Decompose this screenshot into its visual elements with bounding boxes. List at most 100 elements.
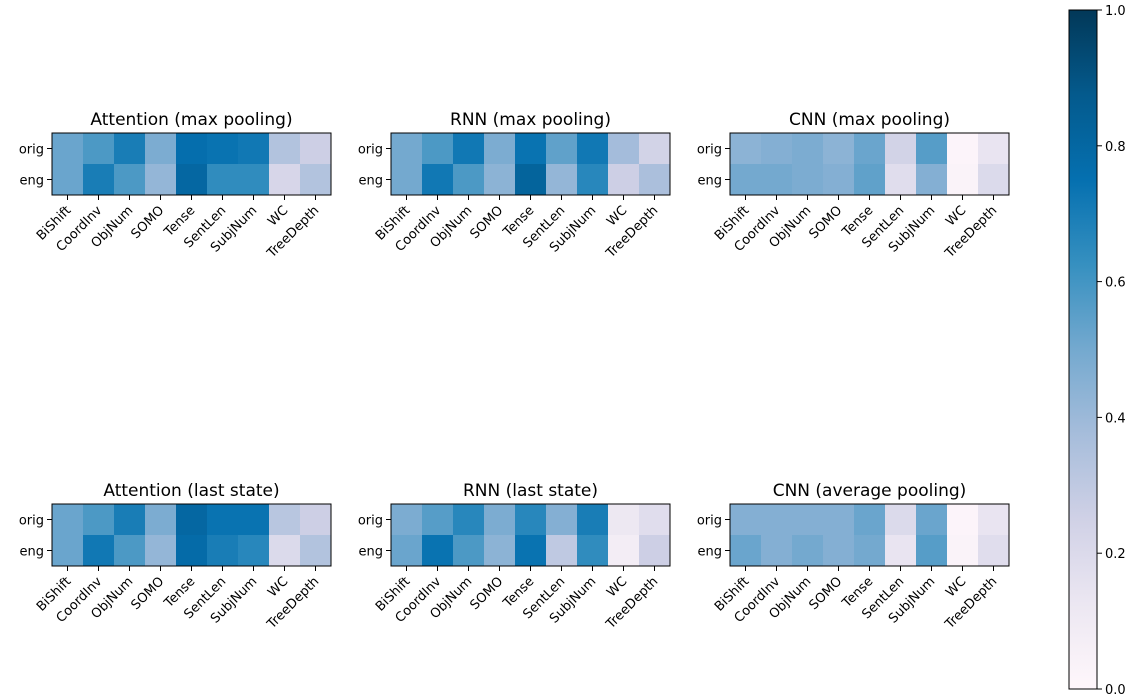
- heatmap-cell: [608, 164, 640, 196]
- heatmap-cell: [52, 164, 84, 196]
- row-label: eng: [20, 174, 45, 189]
- heatmap-cell: [792, 535, 824, 567]
- heatmap-cell: [515, 133, 547, 165]
- heatmap-cell: [238, 133, 270, 165]
- heatmap-cell: [176, 164, 208, 196]
- col-label: SOMO: [128, 203, 167, 242]
- row-label: orig: [19, 514, 44, 529]
- heatmap-cell: [885, 504, 917, 536]
- heatmap-cell: [916, 504, 948, 536]
- heatmap-cell: [854, 535, 886, 567]
- heatmap-cell: [114, 164, 146, 196]
- heatmap-cell: [608, 535, 640, 567]
- heatmap-cell: [639, 133, 671, 165]
- panel-title: RNN (max pooling): [450, 110, 611, 130]
- heatmap-cell: [916, 133, 948, 165]
- heatmap-cell: [730, 504, 762, 536]
- heatmap-cell: [823, 133, 855, 165]
- heatmap-cell: [83, 535, 115, 567]
- heatmap-cell: [83, 504, 115, 536]
- heatmap-cell: [422, 535, 454, 567]
- heatmap-cell: [947, 164, 979, 196]
- heatmap-cell: [823, 164, 855, 196]
- row-label: orig: [358, 514, 383, 529]
- heatmap-cell: [484, 164, 516, 196]
- heatmap-cell: [422, 164, 454, 196]
- colorbar-tick-label: 1.0: [1105, 4, 1126, 19]
- colorbar-tick-label: 0.2: [1105, 547, 1126, 562]
- heatmap-cell: [947, 535, 979, 567]
- row-label: orig: [19, 143, 44, 158]
- heatmap-cell: [761, 164, 793, 196]
- heatmap-cell: [608, 504, 640, 536]
- heatmap-cell: [145, 164, 177, 196]
- row-label: eng: [359, 174, 384, 189]
- heatmap-cell: [83, 133, 115, 165]
- heatmap-cell: [854, 133, 886, 165]
- col-label: SOMO: [806, 203, 845, 242]
- heatmap-cell: [453, 133, 485, 165]
- heatmap-cell: [577, 535, 609, 567]
- panel-title: Attention (max pooling): [90, 110, 292, 130]
- heatmap-cell: [823, 535, 855, 567]
- heatmap-cell: [730, 164, 762, 196]
- heatmap-cell: [83, 164, 115, 196]
- heatmap-cell: [792, 164, 824, 196]
- row-label: eng: [698, 174, 723, 189]
- col-label: WC: [265, 203, 291, 229]
- colorbar-tick-label: 0.0: [1105, 683, 1126, 698]
- heatmap-cell: [238, 504, 270, 536]
- col-label: WC: [265, 574, 291, 600]
- heatmap-cell: [730, 133, 762, 165]
- heatmap-cell: [854, 164, 886, 196]
- col-label: WC: [604, 574, 630, 600]
- heatmap-cell: [422, 133, 454, 165]
- heatmap-cell: [484, 535, 516, 567]
- heatmap-cell: [269, 535, 301, 567]
- col-label: SOMO: [467, 203, 506, 242]
- col-label: SOMO: [806, 574, 845, 613]
- row-label: orig: [697, 514, 722, 529]
- heatmap-cell: [577, 504, 609, 536]
- heatmap-cell: [484, 504, 516, 536]
- heatmap-cell: [114, 535, 146, 567]
- heatmap-cell: [269, 164, 301, 196]
- heatmap-cell: [515, 535, 547, 567]
- col-label: WC: [943, 574, 969, 600]
- heatmap-cell: [885, 133, 917, 165]
- heatmap-cell: [916, 535, 948, 567]
- heatmap-cell: [145, 133, 177, 165]
- heatmap-cell: [792, 133, 824, 165]
- heatmap-cell: [761, 133, 793, 165]
- heatmap-cell: [300, 164, 332, 196]
- heatmap-cell: [546, 535, 578, 567]
- heatmap-cell: [52, 504, 84, 536]
- heatmap-cell: [761, 535, 793, 567]
- heatmap-cell: [453, 504, 485, 536]
- heatmap-cell: [978, 535, 1010, 567]
- heatmap-cell: [176, 504, 208, 536]
- heatmap-cell: [608, 133, 640, 165]
- heatmap-cell: [114, 504, 146, 536]
- heatmap-cell: [238, 164, 270, 196]
- heatmap-cell: [300, 504, 332, 536]
- heatmap-cell: [176, 133, 208, 165]
- heatmap-cell: [484, 133, 516, 165]
- heatmap-cell: [145, 504, 177, 536]
- row-label: eng: [359, 545, 384, 560]
- heatmap-cell: [885, 535, 917, 567]
- heatmap-cell: [269, 133, 301, 165]
- heatmap-cell: [300, 133, 332, 165]
- heatmap-cell: [207, 133, 239, 165]
- heatmap-cell: [391, 164, 423, 196]
- heatmap-cell: [207, 535, 239, 567]
- heatmap-cell: [300, 535, 332, 567]
- heatmap-cell: [207, 164, 239, 196]
- colorbar-tick-label: 0.4: [1105, 411, 1126, 426]
- colorbar-tick-label: 0.6: [1105, 276, 1126, 291]
- col-label: WC: [604, 203, 630, 229]
- heatmap-cell: [639, 504, 671, 536]
- heatmap-cell: [885, 164, 917, 196]
- row-label: eng: [698, 545, 723, 560]
